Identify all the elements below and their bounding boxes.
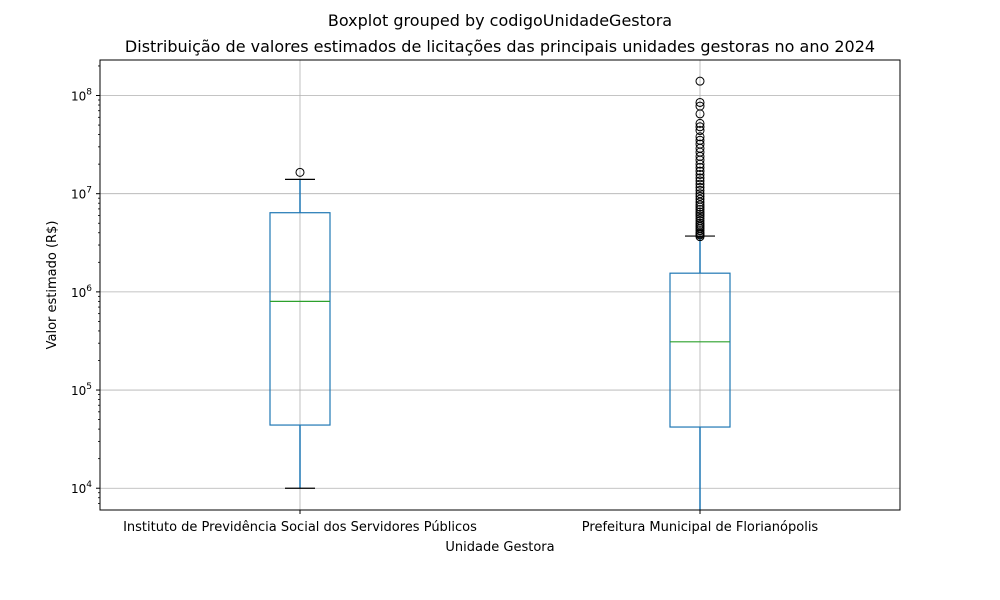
outlier-point (695, 173, 705, 183)
outlier-point (695, 76, 705, 86)
y-tick-label-exponent: 5 (86, 382, 92, 392)
outlier-point (695, 162, 705, 172)
outlier-point (695, 218, 705, 228)
outlier-point (695, 132, 705, 142)
outlier-point (695, 97, 705, 107)
outlier-point (695, 213, 705, 223)
outlier-point (695, 207, 705, 217)
x-axis-label: Unidade Gestora (445, 540, 554, 555)
box-group (269, 76, 731, 510)
outlier-point (695, 211, 705, 221)
outlier-point (695, 122, 705, 132)
y-tick-label: 105 (71, 382, 92, 398)
outlier-point (695, 189, 705, 199)
outlier-point (695, 139, 705, 149)
y-tick-label-exponent: 6 (86, 284, 92, 294)
outlier-point (695, 185, 705, 195)
outlier-point (695, 126, 705, 136)
outlier-point (695, 194, 705, 204)
y-tick-label-exponent: 4 (86, 480, 92, 490)
outlier-point (695, 118, 705, 128)
y-tick-label: 107 (71, 186, 92, 202)
y-tick-label-base: 10 (71, 384, 86, 398)
outlier-point (695, 176, 705, 186)
outlier-point (695, 200, 705, 210)
y-tick-label-base: 10 (71, 286, 86, 300)
x-axis: Instituto de Previdência Social dos Serv… (123, 510, 818, 535)
outlier-point (295, 167, 305, 177)
y-tick-label-base: 10 (71, 482, 86, 496)
chart-suptitle: Boxplot grouped by codigoUnidadeGestora (328, 11, 672, 30)
outlier-point (695, 166, 705, 176)
outlier-point (695, 191, 705, 201)
y-tick-label-exponent: 7 (86, 186, 92, 196)
y-tick-label-base: 10 (71, 188, 86, 202)
outlier-point (695, 169, 705, 179)
outlier-point (695, 179, 705, 189)
outlier-point (695, 101, 705, 111)
y-tick-label-exponent: 8 (86, 88, 92, 98)
box-1 (269, 167, 331, 489)
outlier-point (695, 135, 705, 145)
y-tick-label-base: 10 (71, 90, 86, 104)
y-tick-label: 108 (71, 88, 92, 104)
box-2 (669, 76, 731, 510)
chart-title: Distribuição de valores estimados de lic… (125, 37, 875, 56)
y-tick-label: 106 (71, 284, 92, 300)
outlier-point (695, 216, 705, 226)
outlier-point (695, 205, 705, 215)
x-tick-label: Prefeitura Municipal de Florianópolis (582, 520, 819, 535)
box-iqr (269, 212, 331, 426)
grid-lines (100, 60, 900, 510)
y-tick-label: 104 (71, 480, 92, 496)
plot-frame (99, 59, 901, 511)
box-iqr (669, 272, 731, 428)
y-axis-label: Valor estimado (R$) (45, 221, 60, 350)
outlier-point (695, 182, 705, 192)
x-tick-label: Instituto de Previdência Social dos Serv… (123, 520, 477, 535)
